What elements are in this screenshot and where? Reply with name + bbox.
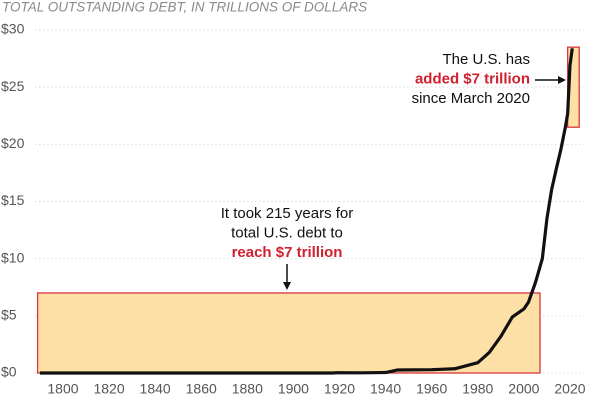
y-tick-label: $25 [1,78,25,94]
annotation: since March 2020 [412,90,530,107]
x-tick-label: 1980 [462,381,493,397]
annotation: total U.S. debt to [231,224,343,241]
y-tick-label: $30 [1,21,25,37]
x-tick-label: 2020 [554,381,585,397]
chart-title: TOTAL OUTSTANDING DEBT, IN TRILLIONS OF … [2,0,367,15]
y-tick-label: $10 [1,249,25,265]
x-tick-label: 1820 [93,381,124,397]
x-tick-label: 1860 [186,381,217,397]
debt-line [39,48,574,375]
x-tick-label: 2000 [508,381,539,397]
y-tick-label: $20 [1,135,25,151]
y-tick-label: $15 [1,192,25,208]
x-tick-label: 1920 [324,381,355,397]
annotation: reach $7 trillion [232,244,343,261]
x-tick-label: 1880 [232,381,263,397]
x-tick-label: 1960 [416,381,447,397]
highlight-box [36,292,541,374]
x-tick-label: 1900 [278,381,309,397]
annotation: The U.S. has [442,51,530,68]
x-tick-label: 1840 [140,381,171,397]
y-tick-label: $0 [1,364,17,380]
annotation: It took 215 years for [221,205,354,222]
arrow-head [558,76,566,84]
annotation: added $7 trillion [415,70,530,87]
arrow-head [283,282,291,290]
y-tick-label: $5 [1,307,17,323]
x-tick-label: 1940 [370,381,401,397]
x-tick-label: 1800 [47,381,78,397]
